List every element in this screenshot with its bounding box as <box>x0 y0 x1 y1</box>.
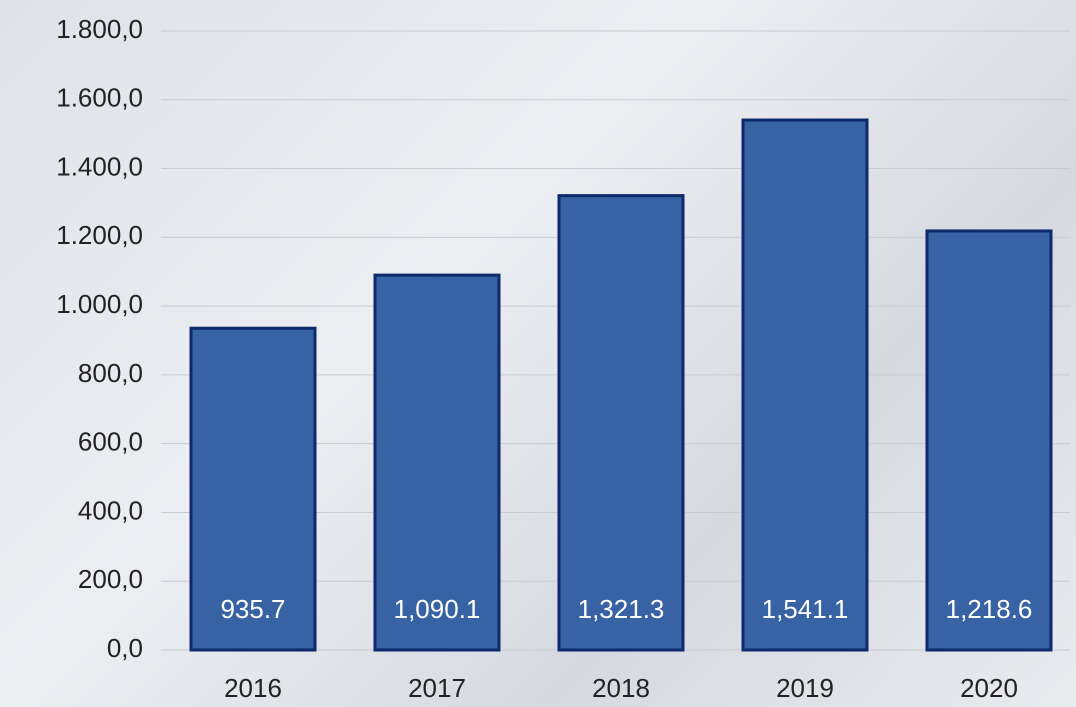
bar <box>557 194 685 652</box>
bar <box>925 229 1053 652</box>
y-tick-label: 1.200,0 <box>56 220 143 250</box>
y-tick-label: 1.800,0 <box>56 14 143 44</box>
y-tick-label: 1.000,0 <box>56 289 143 319</box>
y-tick-label: 400,0 <box>78 495 143 525</box>
data-label: 1,321.3 <box>578 594 665 624</box>
y-tick-label: 800,0 <box>78 358 143 388</box>
bar <box>373 273 501 652</box>
y-tick-label: 600,0 <box>78 427 143 457</box>
y-tick-label: 200,0 <box>78 564 143 594</box>
y-tick-label: 1.400,0 <box>56 151 143 181</box>
x-tick-label: 2020 <box>960 673 1018 703</box>
data-label: 1,090.1 <box>394 594 481 624</box>
x-tick-label: 2018 <box>592 673 650 703</box>
data-label: 1,218.6 <box>946 594 1033 624</box>
x-tick-label: 2016 <box>224 673 282 703</box>
x-tick-label: 2017 <box>408 673 466 703</box>
bar <box>741 118 869 652</box>
data-label: 935.7 <box>220 594 285 624</box>
data-label: 1,541.1 <box>762 594 849 624</box>
y-tick-label: 1.600,0 <box>56 83 143 113</box>
y-tick-label: 0,0 <box>107 633 143 663</box>
x-tick-label: 2019 <box>776 673 834 703</box>
bar <box>189 326 317 652</box>
